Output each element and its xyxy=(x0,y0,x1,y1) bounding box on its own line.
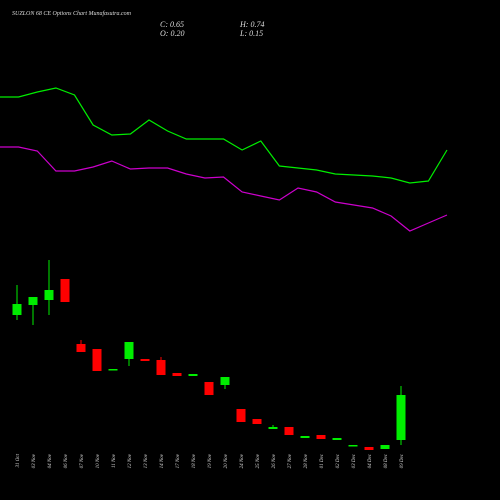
chart-title: SUZLON 68 CE Options Chart Munafasutra.c… xyxy=(12,10,132,17)
candle-body xyxy=(220,377,230,385)
x-tick-label: 08 Dec xyxy=(384,453,389,468)
candle-body xyxy=(332,438,342,440)
x-tick-label: 10 Nov xyxy=(96,453,101,468)
x-tick-label: 01 Dec xyxy=(320,453,325,468)
candle-body xyxy=(44,290,54,300)
candle-body xyxy=(108,369,118,371)
x-tick-label: 13 Nov xyxy=(144,453,149,468)
candle-body xyxy=(188,374,198,376)
open-label: O: 0.20 xyxy=(160,29,184,38)
candle-body xyxy=(284,427,294,435)
x-tick-label: 18 Nov xyxy=(192,453,197,468)
x-tick-label: 02 Dec xyxy=(336,453,341,468)
candle-body xyxy=(396,395,406,440)
candle-body xyxy=(12,304,22,315)
x-tick-label: 25 Nov xyxy=(256,453,261,468)
x-tick-label: 31 Oct xyxy=(16,453,21,467)
x-tick-label: 28 Nov xyxy=(304,453,309,468)
x-tick-label: 11 Nov xyxy=(112,453,117,468)
x-tick-label: 04 Dec xyxy=(368,453,373,468)
candle-body xyxy=(76,344,86,352)
x-tick-label: 17 Nov xyxy=(176,453,181,468)
x-tick-label: 20 Nov xyxy=(224,453,229,468)
x-tick-label: 12 Nov xyxy=(128,453,133,468)
x-tick-label: 19 Nov xyxy=(208,453,213,468)
candle-body xyxy=(380,445,390,449)
x-tick-label: 26 Nov xyxy=(272,453,277,468)
low-label: L: 0.15 xyxy=(239,29,263,38)
x-tick-label: 06 Nov xyxy=(64,453,69,468)
average-line xyxy=(0,87,448,184)
candle-body xyxy=(204,382,214,395)
x-tick-label: 24 Nov xyxy=(240,453,245,468)
x-tick-label: 03 Dec xyxy=(352,453,357,468)
candle-body xyxy=(60,279,70,302)
x-tick-label: 09 Dec xyxy=(400,453,405,468)
candle-body xyxy=(316,435,326,439)
candle-body xyxy=(28,297,38,305)
candle-body xyxy=(124,342,134,359)
candle-body xyxy=(172,373,182,376)
x-tick-label: 03 Nov xyxy=(32,453,37,468)
close-label: C: 0.65 xyxy=(160,20,184,29)
candle-body xyxy=(156,360,166,375)
candle-body xyxy=(268,427,278,429)
candle-body xyxy=(92,349,102,371)
candle-body xyxy=(140,359,150,361)
high-label: H: 0.74 xyxy=(239,20,264,29)
candle-body xyxy=(236,409,246,422)
x-tick-label: 07 Nov xyxy=(80,453,85,468)
x-tick-label: 27 Nov xyxy=(288,453,293,468)
average-line xyxy=(0,146,448,232)
x-tick-label: 14 Nov xyxy=(160,453,165,468)
candle-body xyxy=(364,447,374,450)
candle-body xyxy=(252,419,262,424)
x-tick-label: 04 Nov xyxy=(48,453,53,468)
candle-body xyxy=(348,445,358,447)
candle-body xyxy=(300,436,310,438)
